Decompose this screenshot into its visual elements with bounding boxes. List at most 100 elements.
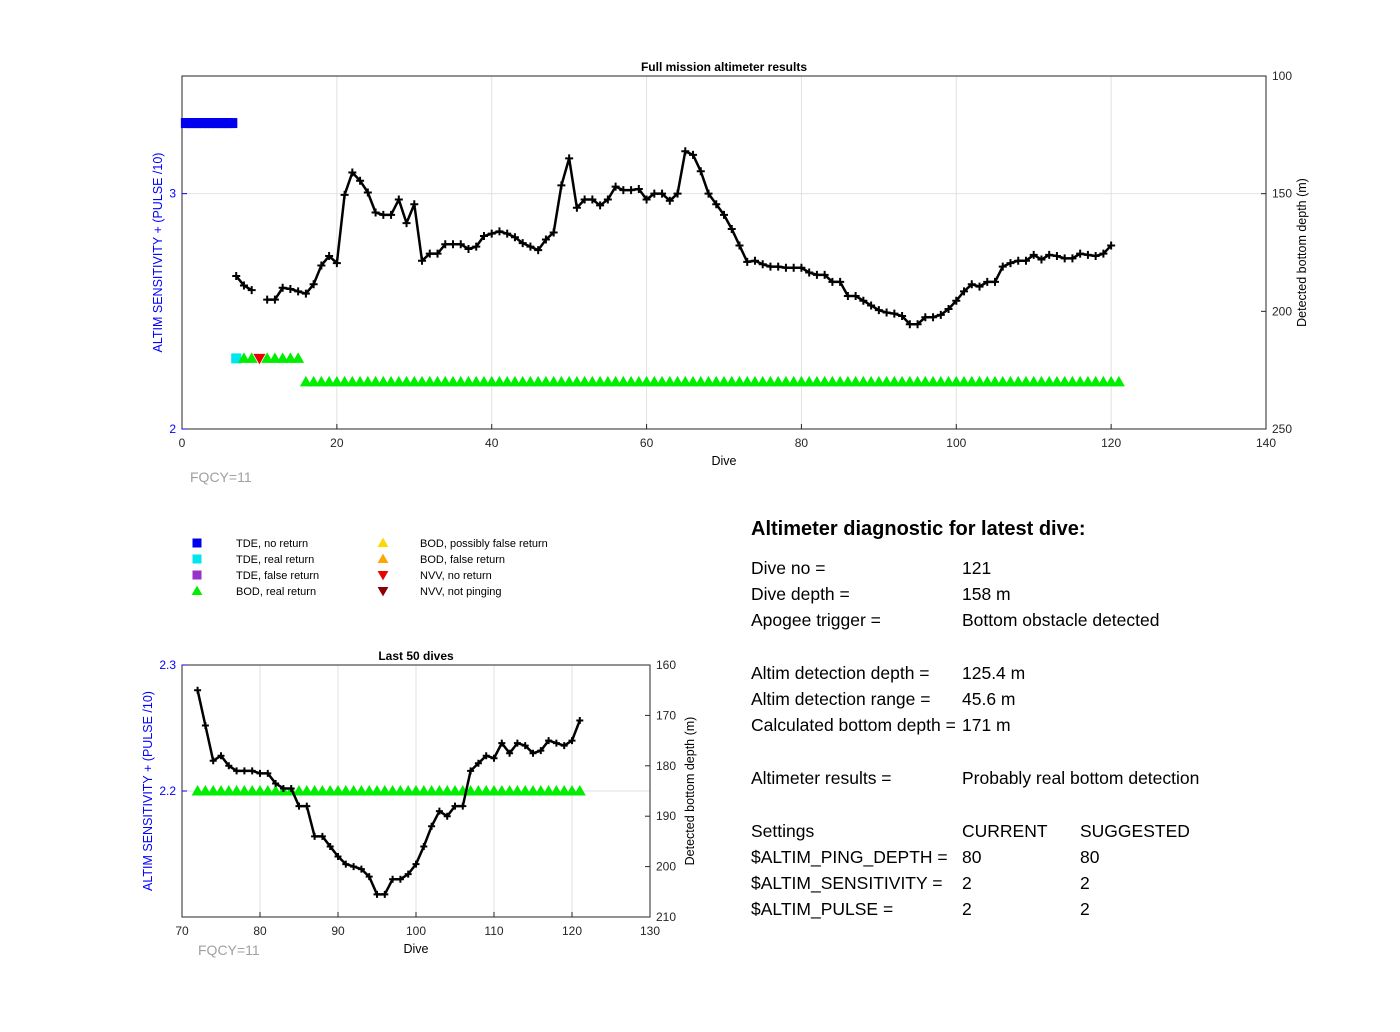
x-tick-label: 80 (253, 924, 267, 938)
legend-marker (192, 538, 202, 548)
depth-point (874, 306, 883, 315)
depth-point (526, 242, 535, 251)
x-tick-label: 90 (331, 924, 345, 938)
results-label: Altimeter results = (751, 768, 892, 788)
status-marker (1097, 375, 1110, 387)
status-marker (253, 353, 266, 365)
apogee-row: Apogee trigger = Bottom obstacle detecte… (751, 610, 1391, 636)
status-marker (996, 375, 1009, 387)
status-marker (503, 785, 516, 796)
status-marker (810, 375, 823, 387)
depth-point (750, 256, 759, 265)
depth-point (1060, 254, 1069, 263)
legend-label: TDE, real return (236, 554, 314, 566)
depth-point (580, 195, 589, 204)
x-tick-label: 80 (795, 436, 809, 450)
status-marker (324, 785, 337, 796)
depth-point (394, 195, 403, 204)
status-marker (532, 375, 545, 387)
status-marker (849, 375, 862, 387)
status-marker (1012, 375, 1025, 387)
last-50-fqcy-annotation: FQCY=11 (198, 942, 260, 958)
left-y-tick-label: 2.3 (159, 658, 176, 672)
depth-point (851, 292, 860, 301)
status-marker (519, 785, 532, 796)
depth-point (420, 842, 428, 850)
depth-point (921, 313, 930, 322)
right-y-tick-label: 200 (1272, 304, 1292, 318)
status-marker (671, 375, 684, 387)
status-marker (826, 375, 839, 387)
depth-point (286, 284, 295, 293)
last-50-right-y-axis-label: Detected bottom depth (m) (683, 717, 697, 866)
status-marker (354, 375, 367, 387)
depth-point (603, 195, 612, 204)
status-marker (981, 375, 994, 387)
status-marker (245, 352, 258, 363)
depth-point (287, 784, 295, 792)
setting-name: $ALTIM_PING_DEPTH = (751, 847, 948, 867)
full-mission-fqcy-annotation: FQCY=11 (190, 469, 252, 485)
status-marker (718, 375, 730, 387)
depth-point (294, 287, 303, 296)
status-marker (408, 375, 421, 387)
legend-label: BOD, false return (420, 554, 505, 566)
depth-point (1091, 252, 1100, 261)
depth-point (727, 224, 736, 233)
depth-point (239, 281, 248, 290)
apogee-value: Bottom obstacle detected (962, 610, 1160, 630)
status-marker (1058, 375, 1071, 387)
status-marker (989, 375, 1001, 387)
x-tick-label: 20 (330, 436, 344, 450)
setting-name: $ALTIM_SENSITIVITY = (751, 873, 943, 893)
status-marker (927, 375, 940, 387)
status-marker (447, 375, 459, 387)
status-marker (402, 785, 415, 796)
status-marker (687, 375, 700, 387)
depth-point (428, 822, 436, 830)
depth-point (232, 272, 241, 281)
status-marker (609, 375, 622, 387)
depth-point (758, 260, 767, 269)
suggested-header: SUGGESTED (1080, 821, 1190, 841)
depth-point (681, 147, 690, 156)
left-y-tick-label: 3 (169, 187, 176, 201)
depth-point (295, 802, 303, 810)
status-marker (472, 785, 485, 796)
depth-point (545, 737, 553, 745)
status-marker (1066, 375, 1079, 387)
dive-no-label: Dive no = (751, 558, 826, 578)
depth-point (513, 739, 521, 747)
depth-point (441, 240, 450, 249)
x-tick-label: 40 (485, 436, 499, 450)
status-marker (449, 785, 461, 796)
status-marker (268, 352, 281, 363)
legend-marker (191, 585, 203, 596)
depth-point (735, 241, 744, 250)
status-marker (694, 375, 707, 387)
status-marker (563, 375, 576, 387)
x-tick-label: 0 (179, 436, 186, 450)
depth-point (518, 239, 527, 248)
status-marker (308, 785, 321, 796)
status-marker (423, 375, 436, 387)
depth-point (882, 308, 891, 317)
depth-point (766, 262, 775, 271)
depth-point (510, 233, 519, 242)
depth-point (898, 312, 907, 321)
depth-point (529, 749, 537, 757)
status-marker (872, 375, 885, 387)
depth-point (658, 189, 667, 198)
depth-point (332, 259, 341, 268)
status-marker (323, 375, 336, 387)
status-marker (439, 375, 452, 387)
depth-line (267, 150, 1113, 326)
status-marker (477, 375, 490, 387)
status-marker (284, 352, 297, 363)
depth-point (311, 832, 319, 840)
status-marker (880, 375, 893, 387)
left-y-tick-label: 2.2 (159, 784, 176, 798)
depth-point (334, 853, 342, 861)
legend-label: NVV, not pinging (420, 586, 502, 598)
status-marker (191, 785, 204, 796)
